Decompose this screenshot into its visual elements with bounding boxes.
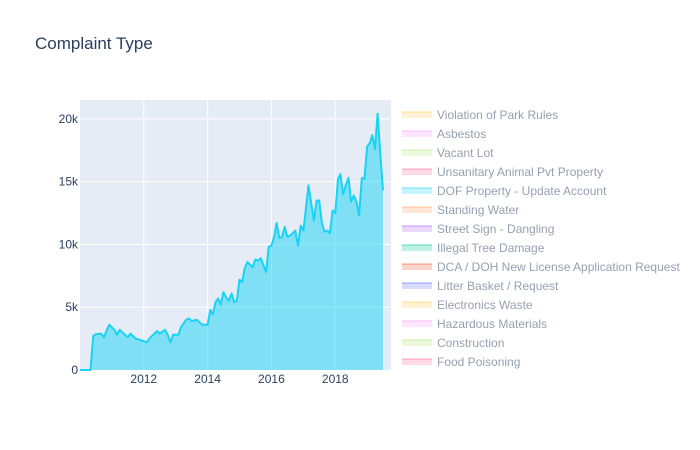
- legend[interactable]: Violation of Park Rules Asbestos Vacant Lo…: [402, 108, 680, 369]
- legend-swatch-fill: [402, 321, 432, 327]
- legend-label: DOF Property - Update Account: [437, 184, 607, 198]
- legend-swatch-fill: [402, 245, 432, 251]
- legend-item[interactable]: DOF Property - Update Account: [402, 184, 607, 198]
- legend-swatch-fill: [402, 359, 432, 365]
- series-area-fill: [80, 113, 383, 371]
- legend-swatch-fill: [402, 302, 432, 308]
- x-tick-label: 2012: [130, 372, 157, 386]
- legend-item[interactable]: Construction: [402, 336, 504, 350]
- series-layer: [80, 112, 384, 371]
- x-tick-label: 2014: [194, 372, 221, 386]
- legend-item[interactable]: Electronics Waste: [402, 298, 533, 312]
- legend-label: Unsanitary Animal Pvt Property: [437, 165, 603, 179]
- legend-label: Construction: [437, 336, 504, 350]
- legend-label: Street Sign - Dangling: [437, 222, 554, 236]
- x-axis-ticks: 2012 2014 2016 2018: [130, 372, 349, 386]
- legend-swatch-fill: [402, 188, 432, 194]
- legend-swatch-fill: [402, 283, 432, 289]
- legend-label: Illegal Tree Damage: [437, 241, 545, 255]
- x-tick-label: 2018: [322, 372, 349, 386]
- legend-swatch-fill: [402, 150, 432, 156]
- legend-item[interactable]: Asbestos: [402, 127, 486, 141]
- y-axis-ticks: 0 5k 10k 15k 20k: [59, 112, 79, 377]
- legend-swatch-fill: [402, 112, 432, 118]
- legend-item[interactable]: Unsanitary Animal Pvt Property: [402, 165, 603, 179]
- y-tick-label: 0: [71, 363, 78, 377]
- legend-item[interactable]: Illegal Tree Damage: [402, 241, 545, 255]
- legend-item[interactable]: DCA / DOH New License Application Reques…: [402, 260, 680, 274]
- legend-label: Electronics Waste: [437, 298, 533, 312]
- legend-item[interactable]: Standing Water: [402, 203, 519, 217]
- legend-label: Standing Water: [437, 203, 519, 217]
- legend-item[interactable]: Litter Basket / Request: [402, 279, 559, 293]
- legend-item[interactable]: Vacant Lot: [402, 146, 494, 160]
- legend-swatch-fill: [402, 264, 432, 270]
- legend-swatch-fill: [402, 131, 432, 137]
- y-tick-label: 5k: [65, 300, 79, 314]
- legend-swatch-fill: [402, 169, 432, 175]
- x-tick-label: 2016: [258, 372, 285, 386]
- legend-item[interactable]: Violation of Park Rules: [402, 108, 558, 122]
- legend-swatch-fill: [402, 207, 432, 213]
- chart-title: Complaint Type: [35, 34, 153, 53]
- legend-label: DCA / DOH New License Application Reques…: [437, 260, 680, 274]
- legend-swatch-fill: [402, 226, 432, 232]
- y-tick-label: 20k: [59, 112, 79, 126]
- legend-label: Litter Basket / Request: [437, 279, 559, 293]
- legend-swatch-fill: [402, 340, 432, 346]
- legend-label: Violation of Park Rules: [437, 108, 558, 122]
- legend-item[interactable]: Street Sign - Dangling: [402, 222, 554, 236]
- series-line: [80, 112, 384, 371]
- legend-item[interactable]: Food Poisoning: [402, 355, 520, 369]
- legend-label: Food Poisoning: [437, 355, 520, 369]
- legend-item[interactable]: Hazardous Materials: [402, 317, 547, 331]
- legend-label: Vacant Lot: [437, 146, 494, 160]
- y-tick-label: 10k: [59, 237, 79, 251]
- y-tick-label: 15k: [59, 175, 79, 189]
- legend-label: Hazardous Materials: [437, 317, 547, 331]
- legend-label: Asbestos: [437, 127, 486, 141]
